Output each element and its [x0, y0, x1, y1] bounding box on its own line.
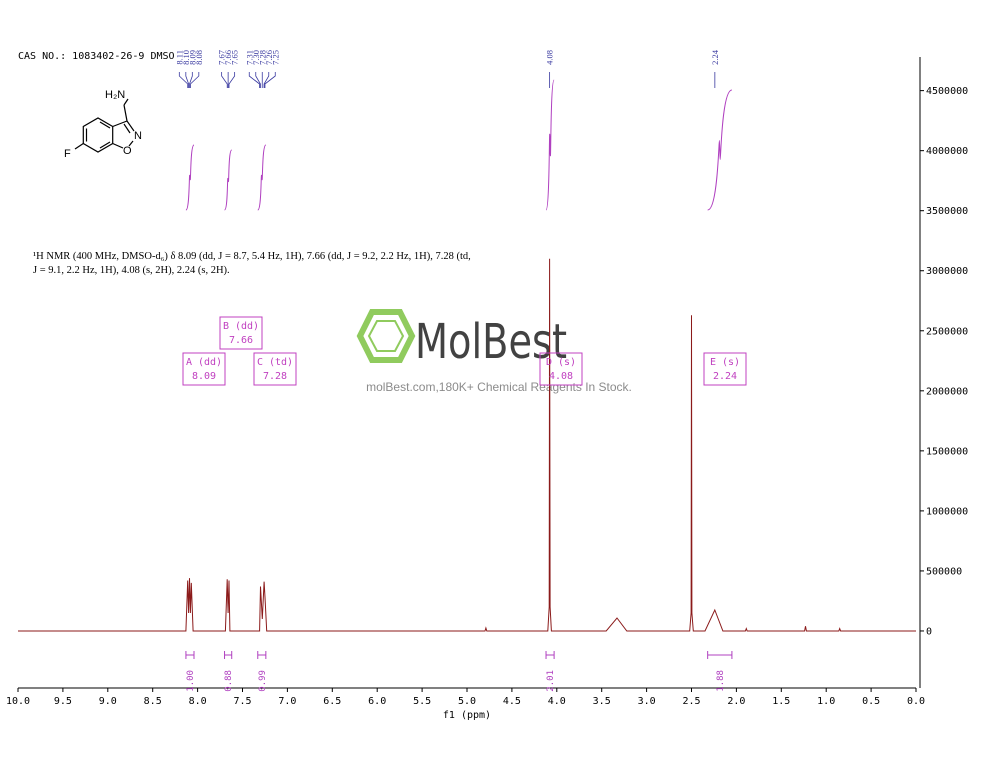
multiplet-label: A (dd) [186, 357, 222, 368]
multiplet-shift: 2.24 [713, 371, 737, 382]
x-tick-label: 0.5 [862, 696, 880, 707]
x-axis-label: f1 (ppm) [443, 710, 491, 721]
y-tick-label: 0 [926, 626, 932, 637]
peak-label: 8.11 [174, 50, 184, 65]
structure-label: H₂N [105, 89, 125, 101]
peak-label: 7.30 [251, 50, 261, 65]
multiplet-box [703, 352, 747, 386]
watermark: MolBest molBest.com,180K+ Chemical Reage… [356, 309, 632, 394]
multiplet-box [253, 352, 297, 386]
multiplet-box [182, 352, 226, 386]
y-tick-label: 4000000 [926, 146, 968, 157]
x-tick-label: 2.0 [727, 696, 745, 707]
peak-connector [263, 72, 270, 88]
header: CAS NO.: 1083402-26-9 DMSO [18, 51, 175, 62]
x-tick-label: 10.0 [6, 696, 30, 707]
peak-label: 7.26 [264, 50, 274, 65]
x-tick-label: 4.5 [503, 696, 521, 707]
peak-connector [189, 72, 193, 88]
peak-connector [248, 72, 260, 88]
peak-connector [228, 72, 236, 88]
structure-label: O [123, 145, 132, 157]
peak-label: 8.09 [187, 50, 197, 65]
peak-label: 7.67 [217, 50, 227, 65]
multiplet-label: C (td) [257, 357, 293, 368]
integral-label: 0.88 [224, 670, 234, 692]
integral-curve [185, 144, 195, 211]
integral-label: 0.99 [258, 670, 268, 692]
peak-label: 7.65 [230, 50, 240, 65]
description: J = 9.1, 2.2 Hz, 1H), 4.08 (s, 2H), 2.24… [33, 265, 230, 276]
peak-label: 2.24 [710, 49, 720, 65]
watermark-tagline: molBest.com,180K+ Chemical Reagents In S… [366, 380, 632, 394]
multiplet-shift: 7.66 [229, 335, 253, 346]
x-tick-label: 8.5 [144, 696, 162, 707]
x-tick-label: 4.0 [548, 696, 566, 707]
peak-connector [221, 72, 228, 88]
y-tick-label: 500000 [926, 566, 962, 577]
multiplet-label: B (dd) [223, 321, 259, 332]
integral-curve [257, 144, 267, 211]
spectrum [18, 258, 916, 632]
peak-connector [185, 72, 190, 88]
y-tick-label: 1500000 [926, 446, 968, 457]
peak-connector [255, 72, 261, 88]
integral-curve [545, 79, 555, 211]
x-tick-label: 0.0 [907, 696, 925, 707]
x-tick-label: 2.5 [682, 696, 700, 707]
multiplet-shift: 7.28 [263, 371, 287, 382]
y-tick-label: 2000000 [926, 386, 968, 397]
peak-label: 7.25 [270, 50, 280, 65]
multiplet-label: D (s) [546, 357, 576, 368]
y-tick-label: 1000000 [926, 506, 968, 517]
multiplet-shift: 8.09 [192, 371, 216, 382]
watermark-text: MolBest [415, 314, 567, 370]
structure [74, 98, 135, 153]
peak-label: 7.66 [223, 50, 233, 65]
peak-label: 7.28 [257, 50, 267, 65]
x-tick-label: 9.5 [54, 696, 72, 707]
x-tick-label: 7.5 [233, 696, 251, 707]
peak-connector [264, 72, 276, 88]
integral-label: 2.01 [546, 670, 556, 692]
integral-curve [707, 89, 733, 211]
multiplet-box [539, 352, 583, 386]
x-tick-label: 7.0 [278, 696, 296, 707]
x-tick-label: 3.0 [638, 696, 656, 707]
peak-label: 8.10 [181, 50, 191, 65]
x-tick-label: 1.0 [817, 696, 835, 707]
x-tick-label: 3.5 [593, 696, 611, 707]
y-tick-label: 3000000 [926, 266, 968, 277]
peak-connector [190, 72, 200, 88]
y-tick-label: 3500000 [926, 206, 968, 217]
peak-label: 8.08 [194, 50, 204, 65]
y-tick-label: 2500000 [926, 326, 968, 337]
multiplet-shift: 4.08 [549, 371, 573, 382]
structure-label: N [134, 130, 142, 142]
peak-label: 4.08 [545, 50, 555, 65]
x-tick-label: 6.0 [368, 696, 386, 707]
structure-label: F [64, 148, 71, 160]
x-tick-label: 5.5 [413, 696, 431, 707]
x-tick-label: 6.5 [323, 696, 341, 707]
x-tick-label: 8.0 [189, 696, 207, 707]
multiplet-label: E (s) [710, 357, 740, 368]
integral-label: 1.88 [716, 670, 726, 692]
integral-label: 1.00 [186, 670, 196, 692]
peak-label: 7.31 [244, 50, 254, 65]
x-tick-label: 5.0 [458, 696, 476, 707]
peak-connector [178, 72, 189, 88]
description: ¹H NMR (400 MHz, DMSO-d₆) δ 8.09 (dd, J … [33, 251, 471, 262]
integral-curve [224, 149, 233, 211]
x-tick-label: 9.0 [99, 696, 117, 707]
multiplet-box [219, 316, 263, 350]
x-tick-label: 1.5 [772, 696, 790, 707]
y-tick-label: 4500000 [926, 86, 968, 97]
